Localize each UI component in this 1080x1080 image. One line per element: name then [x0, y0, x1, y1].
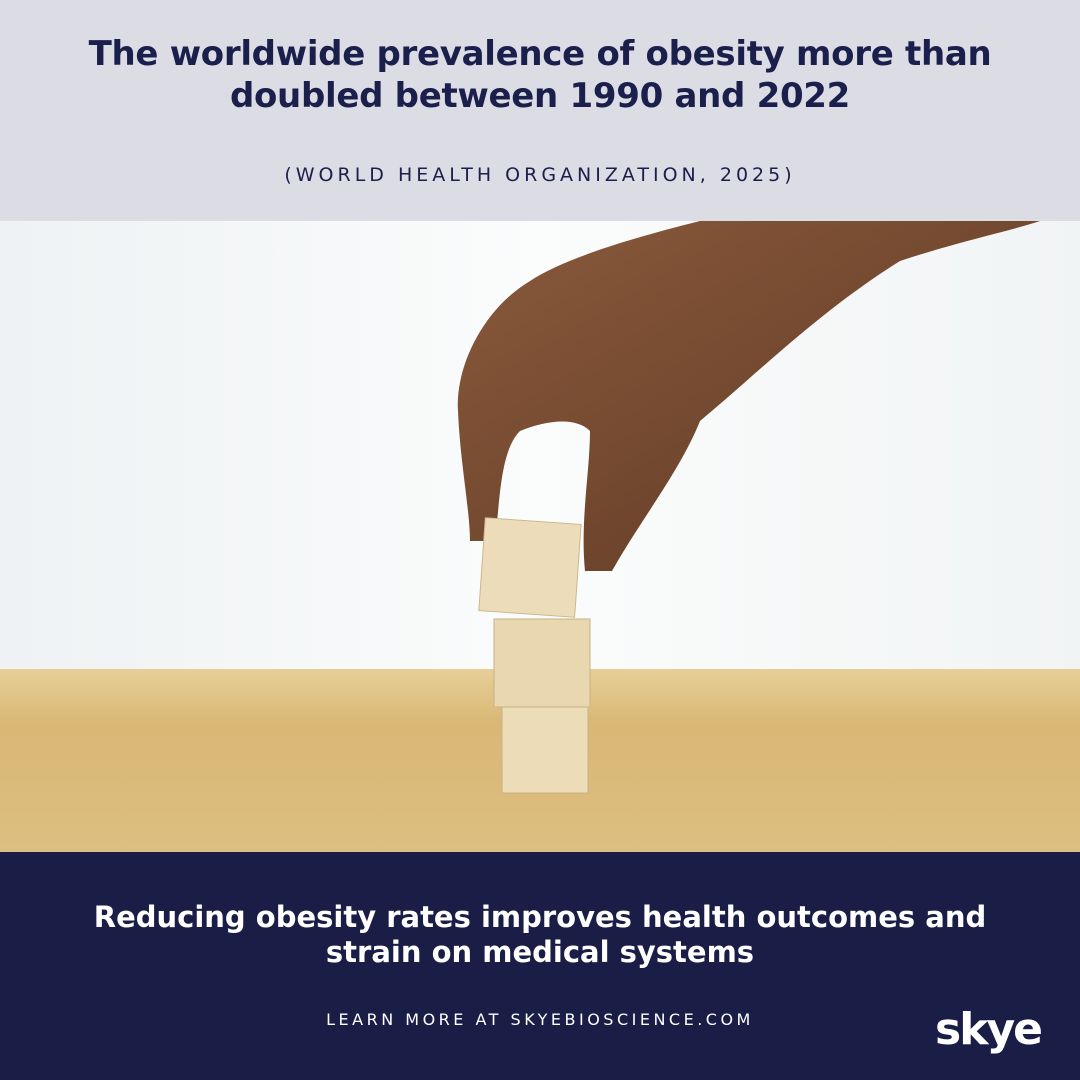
- footer: Reducing obesity rates improves health o…: [0, 852, 1080, 1080]
- link[interactable]: LEARN MORE AT SKYEBIOSCIENCE.COM: [326, 1010, 754, 1029]
- logo: skye: [935, 1004, 1043, 1055]
- message: Reducing obesity rates improves health o…: [93, 900, 987, 969]
- header: The worldwide prevalence of obesity more…: [0, 0, 1080, 221]
- title: The worldwide prevalence of obesity more…: [88, 34, 992, 116]
- photo: [0, 221, 1080, 852]
- citation: (WORLD HEALTH ORGANIZATION, 2025): [284, 164, 796, 186]
